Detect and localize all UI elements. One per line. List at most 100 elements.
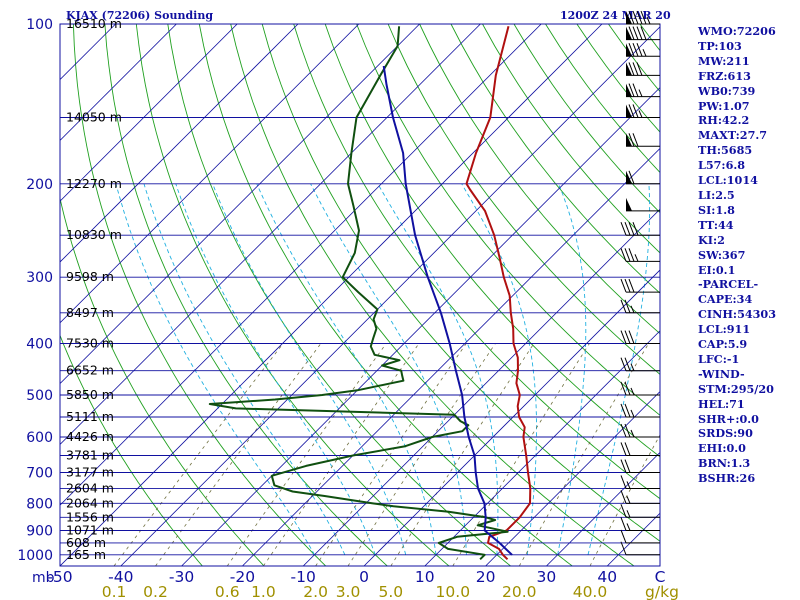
index-line: -PARCEL- bbox=[698, 277, 759, 292]
wind-barb bbox=[626, 133, 660, 147]
wind-barb-flag bbox=[632, 62, 639, 76]
height-label: 9598 m bbox=[66, 269, 114, 284]
isotherm-line bbox=[60, 24, 481, 445]
wind-barb bbox=[620, 541, 660, 556]
dry-adiabat-line bbox=[104, 24, 388, 566]
height-label: 1556 m bbox=[66, 509, 114, 524]
wind-barb-flag bbox=[624, 459, 631, 473]
index-line: TH:5685 bbox=[698, 143, 753, 158]
dry-adiabat-line bbox=[72, 24, 327, 566]
height-label: 5850 m bbox=[66, 387, 114, 402]
wind-barb-flag bbox=[632, 26, 639, 40]
wind-barb-half-flag bbox=[626, 510, 631, 518]
wind-barb-flag bbox=[632, 83, 639, 97]
mixing-ratio-unit: g/kg bbox=[645, 583, 679, 600]
index-line: STM:295/20 bbox=[698, 381, 774, 396]
wind-barb-half-flag bbox=[646, 16, 651, 25]
height-label: 7530 m bbox=[66, 336, 114, 351]
temperature-tick-label: -30 bbox=[169, 568, 194, 586]
wind-barb bbox=[620, 475, 660, 489]
index-line: LI:2.5 bbox=[698, 187, 735, 202]
isotherm-line bbox=[120, 26, 660, 566]
wind-barb-half-flag bbox=[630, 387, 635, 396]
wind-barb bbox=[620, 423, 660, 438]
wind-barb-flag bbox=[620, 541, 627, 555]
dry-adiabat-line bbox=[60, 196, 265, 566]
wind-barb bbox=[626, 104, 660, 118]
isotherm-line bbox=[60, 24, 420, 385]
wind-barb-flag bbox=[628, 278, 635, 293]
plot-frame-rect bbox=[59, 23, 661, 567]
pressure-tick-label: 900 bbox=[26, 523, 53, 539]
wind-barb-half-flag bbox=[634, 254, 639, 262]
wind-barb-flag bbox=[628, 248, 635, 262]
wind-barb-flag bbox=[632, 133, 639, 147]
dry-adiabat-line bbox=[356, 24, 660, 416]
height-label: 14050 m bbox=[66, 109, 122, 124]
moist-adiabat-line bbox=[557, 183, 587, 555]
index-line: FRZ:613 bbox=[698, 68, 751, 83]
wind-barb-half-flag bbox=[642, 49, 647, 57]
moist-adiabat-line bbox=[310, 183, 467, 555]
wind-barb bbox=[620, 504, 660, 518]
mixing-ratio-line bbox=[452, 343, 590, 566]
wind-barb-pennant bbox=[626, 133, 632, 147]
mixing-ratio-label: 10.0 bbox=[436, 583, 471, 600]
temperature-tick-label: -50 bbox=[47, 568, 72, 586]
wind-barb-pennant bbox=[626, 83, 632, 97]
wind-barb-flag bbox=[624, 403, 631, 418]
wind-barb bbox=[626, 26, 660, 41]
mixing-ratio-label: 0.1 bbox=[102, 583, 127, 600]
wind-barb-flag bbox=[624, 381, 631, 396]
index-line: WMO:72206 bbox=[698, 24, 776, 38]
wind-barb-flag bbox=[620, 517, 627, 531]
wind-barb bbox=[620, 459, 660, 474]
wind-barb-flag bbox=[620, 357, 627, 371]
pressure-tick-label: 200 bbox=[26, 177, 53, 193]
index-line: RH:42.2 bbox=[698, 113, 750, 128]
wind-barb-flag bbox=[636, 26, 643, 40]
moist-adiabat-line bbox=[587, 183, 651, 555]
wind-barb-pennant bbox=[626, 11, 632, 24]
wind-barb bbox=[620, 403, 660, 418]
isotherm-line bbox=[363, 269, 660, 566]
isotherm-line bbox=[242, 147, 660, 566]
wind-barb-half-flag bbox=[626, 496, 631, 504]
mixing-ratio-line bbox=[113, 343, 284, 566]
wind-barb-flag bbox=[628, 26, 635, 40]
index-line: CAPE:34 bbox=[698, 292, 753, 307]
index-line: L57:6.8 bbox=[698, 158, 746, 173]
wind-barb-half-flag bbox=[626, 523, 631, 531]
wind-barb-flag bbox=[620, 529, 627, 544]
mixing-ratio-line bbox=[589, 434, 660, 566]
wind-barb-flag bbox=[628, 330, 635, 344]
wind-barb-pennant bbox=[626, 170, 632, 184]
isotherm-line bbox=[0, 24, 55, 566]
mixing-ratio-label: 1.0 bbox=[251, 583, 276, 600]
wind-barb bbox=[620, 299, 660, 314]
wind-barb-flag bbox=[620, 381, 627, 396]
wind-barb-half-flag bbox=[626, 481, 631, 489]
temperature-tick-label: -20 bbox=[230, 568, 255, 586]
indices-panel: WMO:72206 TP:103 MW:211 FRZ:613 WB0:739 PW:1.… bbox=[698, 24, 798, 486]
dry-adiabat-line bbox=[293, 24, 660, 500]
wind-barb-flag bbox=[620, 475, 627, 489]
isotherm-line bbox=[60, 24, 299, 263]
isotherm-line bbox=[181, 87, 660, 566]
wind-barb-flag bbox=[624, 330, 631, 344]
wind-barb bbox=[620, 222, 660, 236]
wind-barb bbox=[620, 529, 660, 544]
index-line: EHI:0.0 bbox=[698, 441, 746, 456]
dry-adiabats bbox=[60, 24, 660, 566]
isotherm-line bbox=[60, 24, 603, 566]
height-label: 10830 m bbox=[66, 227, 122, 242]
wind-barb-flag bbox=[624, 423, 631, 438]
temperature-tick-label: 30 bbox=[537, 568, 557, 586]
temperature-line bbox=[465, 26, 532, 561]
wind-barb-flag bbox=[632, 104, 639, 118]
wind-barb-flag bbox=[628, 133, 635, 147]
wind-barb-flag bbox=[628, 62, 635, 76]
sounding-time: 1200Z 24 MAR 20 bbox=[560, 9, 671, 22]
isotherm-line bbox=[60, 24, 177, 141]
